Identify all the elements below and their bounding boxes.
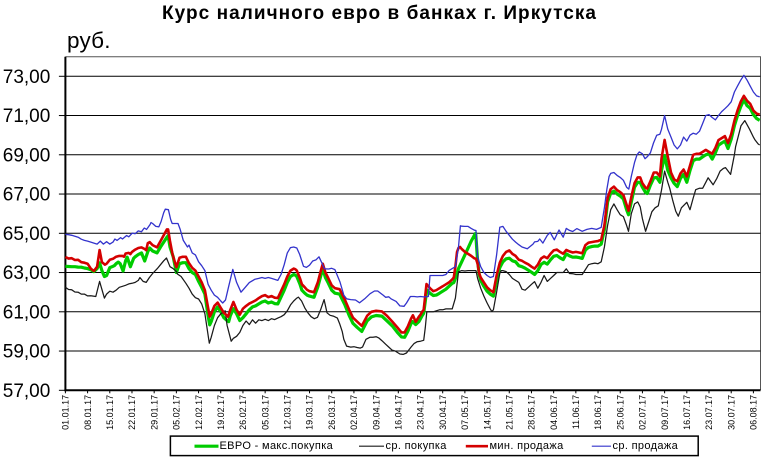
svg-text:25.06.17: 25.06.17 [615,395,625,430]
svg-text:руб.: руб. [67,28,111,53]
svg-text:18.06.17: 18.06.17 [593,395,603,430]
svg-text:23.07.17: 23.07.17 [704,395,714,430]
svg-text:12.03.17: 12.03.17 [283,395,293,430]
svg-text:73,00: 73,00 [3,67,51,88]
svg-text:30.07.17: 30.07.17 [726,395,736,430]
svg-text:мин. продажа: мин. продажа [490,440,565,452]
svg-text:65,00: 65,00 [3,224,51,245]
svg-text:09.07.17: 09.07.17 [660,395,670,430]
svg-text:05.02.17: 05.02.17 [172,395,182,430]
svg-text:ср. продажа: ср. продажа [613,440,679,452]
svg-text:14.05.17: 14.05.17 [482,395,492,430]
svg-text:01.01.17: 01.01.17 [61,395,71,430]
svg-text:04.06.17: 04.06.17 [549,395,559,430]
svg-text:ср. покупка: ср. покупка [386,440,448,452]
svg-text:09.04.17: 09.04.17 [371,395,381,430]
svg-text:26.02.17: 26.02.17 [238,395,248,430]
svg-text:07.05.17: 07.05.17 [460,395,470,430]
svg-text:26.03.17: 26.03.17 [327,395,337,430]
svg-text:16.07.17: 16.07.17 [682,395,692,430]
svg-text:19.03.17: 19.03.17 [305,395,315,430]
svg-text:11.06.17: 11.06.17 [571,395,581,429]
svg-text:19.02.17: 19.02.17 [216,395,226,430]
svg-text:ЕВРО - макс.покупка: ЕВРО - макс.покупка [220,440,334,452]
svg-text:29.01.17: 29.01.17 [149,395,159,430]
svg-text:08.01.17: 08.01.17 [83,395,93,430]
svg-text:67,00: 67,00 [3,185,51,206]
svg-text:28.05.17: 28.05.17 [527,395,537,430]
svg-text:59,00: 59,00 [3,342,51,363]
svg-text:57,00: 57,00 [3,381,51,402]
svg-text:16.04.17: 16.04.17 [394,395,404,430]
svg-text:12.02.17: 12.02.17 [194,395,204,430]
svg-text:30.04.17: 30.04.17 [438,395,448,430]
svg-text:05.03.17: 05.03.17 [260,395,270,430]
svg-text:21.05.17: 21.05.17 [505,395,515,430]
svg-text:02.07.17: 02.07.17 [638,395,648,430]
svg-text:06.08.17: 06.08.17 [749,395,759,430]
svg-text:63,00: 63,00 [3,263,51,284]
svg-text:Курс наличного евро в банках г: Курс наличного евро в банках г. Иркутска [162,3,597,24]
svg-text:61,00: 61,00 [3,302,51,323]
svg-text:69,00: 69,00 [3,145,51,166]
svg-text:22.01.17: 22.01.17 [127,395,137,430]
svg-text:71,00: 71,00 [3,106,51,127]
svg-text:23.04.17: 23.04.17 [416,395,426,430]
svg-text:15.01.17: 15.01.17 [105,395,115,430]
svg-text:02.04.17: 02.04.17 [349,395,359,430]
